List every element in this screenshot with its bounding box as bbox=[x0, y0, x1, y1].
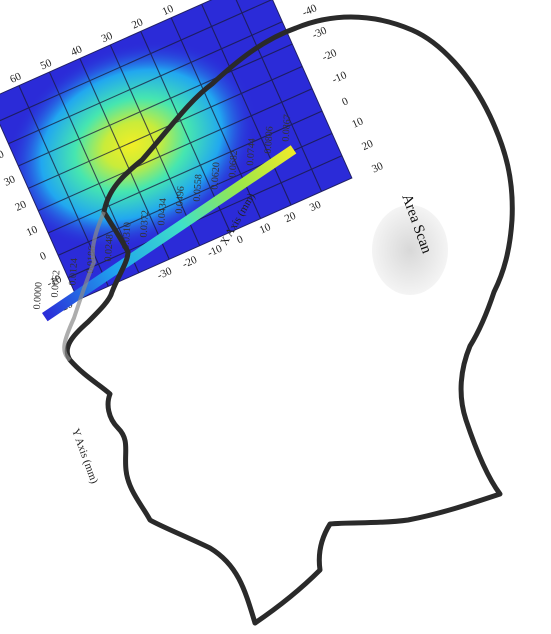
x-tick-label: 40 bbox=[69, 43, 84, 59]
y-tick-label: 10 bbox=[350, 115, 365, 131]
grid-line-y bbox=[28, 65, 303, 189]
colorbar-tick-label: 0.0867 bbox=[280, 114, 293, 142]
secondary-x-tick-label: 0 bbox=[235, 233, 245, 246]
secondary-x-tick-labels: 30 20 10 0 -10 -20 -30 bbox=[155, 198, 323, 281]
secondary-x-tick-label: -30 bbox=[155, 265, 174, 282]
x-tick-label: 50 bbox=[39, 57, 54, 73]
background-shadow bbox=[372, 205, 448, 295]
colorbar-tick-label: 0.0682 bbox=[227, 150, 240, 178]
plot-frame bbox=[0, 0, 353, 301]
x-tick-label: 30 bbox=[100, 30, 115, 46]
colorbar-tick-label: 0.0248 bbox=[103, 234, 116, 262]
grid-line-y bbox=[18, 43, 293, 167]
x-tick-label: 0 bbox=[193, 0, 203, 3]
grid-line-y bbox=[67, 155, 343, 279]
secondary-x-tick-label: 10 bbox=[258, 221, 273, 237]
secondary-y-tick-label: 30 bbox=[2, 173, 17, 189]
colorbar-tick-label: 0.0558 bbox=[192, 174, 205, 202]
colorbar-tick-label: 0.0062 bbox=[50, 270, 63, 298]
colorbar-tick-label: 0.0124 bbox=[67, 258, 80, 286]
x-tick-label: 60 bbox=[8, 70, 23, 86]
secondary-y-tick-label: 0 bbox=[38, 250, 48, 263]
secondary-x-tick-label: -20 bbox=[181, 254, 200, 271]
grid-line-x bbox=[231, 0, 323, 192]
y-tick-label: -30 bbox=[310, 24, 329, 41]
y-tick-label: 0 bbox=[340, 95, 350, 108]
secondary-x-tick-label: 30 bbox=[308, 198, 323, 214]
colorbar-tick-label: 0.0434 bbox=[156, 198, 169, 226]
x-tick-label: 20 bbox=[130, 16, 145, 32]
secondary-y-tick-label: 20 bbox=[13, 198, 28, 214]
y-tick-label: 30 bbox=[370, 160, 385, 176]
colorbar-tick-label: 0.0000 bbox=[32, 282, 45, 310]
secondary-x-tick-label: -10 bbox=[206, 242, 225, 259]
secondary-y-tick-label: 40 bbox=[0, 148, 6, 164]
y-tick-label: -10 bbox=[330, 69, 349, 86]
face-profile-shadow bbox=[62, 211, 106, 362]
secondary-y-tick-label: 10 bbox=[25, 223, 40, 239]
grid-line-x bbox=[48, 71, 140, 274]
grid-line-x bbox=[79, 58, 170, 260]
colorbar-tick-label: 0.0744 bbox=[245, 138, 258, 166]
y-tick-label: -20 bbox=[320, 47, 339, 64]
colorbar-tick-label: 0.0806 bbox=[263, 126, 276, 154]
colorbar-tick-label: 0.0620 bbox=[209, 162, 222, 190]
colorbar-tick-label: 0.0372 bbox=[138, 210, 151, 238]
grid-line-y bbox=[8, 21, 283, 145]
y-tick-label: -40 bbox=[300, 2, 319, 19]
y-tick-label: 20 bbox=[360, 137, 375, 153]
colorbar-gradient bbox=[42, 145, 297, 322]
y-axis-title: Y Axis (mm) bbox=[69, 427, 100, 486]
colorbar-tick-label: 0.0496 bbox=[174, 186, 187, 214]
grid-line-y bbox=[0, 0, 273, 122]
x-tick-labels: -20-10010203040506070 bbox=[8, 0, 204, 86]
secondary-x-tick-label: 20 bbox=[283, 210, 298, 226]
x-tick-label: 10 bbox=[160, 2, 175, 18]
grid-line-y bbox=[47, 110, 323, 234]
grid-line-x bbox=[201, 3, 292, 206]
grid-line-y bbox=[37, 88, 313, 212]
head-outline bbox=[64, 14, 515, 626]
secondary-y-tick-label: -10 bbox=[45, 273, 64, 290]
